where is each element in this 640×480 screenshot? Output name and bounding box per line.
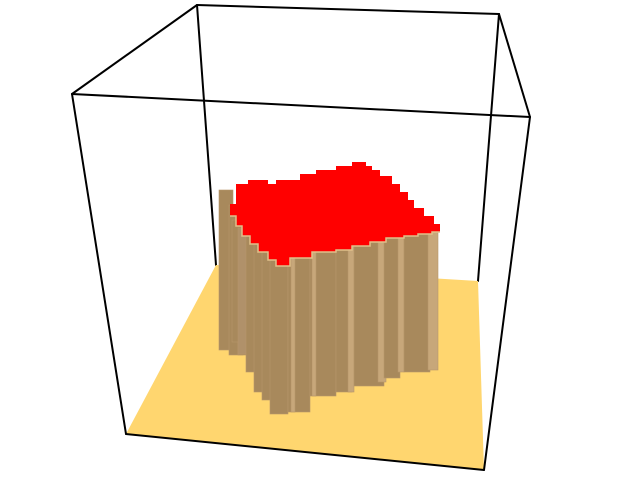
column-edge-highlight <box>311 249 317 397</box>
column-edge-highlight <box>397 233 405 373</box>
box-edge-top-left <box>71 4 198 95</box>
column-edge-highlight <box>290 257 296 413</box>
box-edge-top-front <box>71 93 531 118</box>
voxel-columns <box>218 189 439 415</box>
top-surface-cap <box>230 162 440 266</box>
top-surface <box>230 162 440 267</box>
column <box>403 229 431 373</box>
box-edge-back-top <box>196 4 500 15</box>
box-edge-front-left-vertical <box>71 93 127 435</box>
column-edge-highlight <box>427 225 439 371</box>
column <box>269 257 289 415</box>
rim-highlight <box>230 215 440 267</box>
box-edge-back-right-vertical <box>477 13 500 282</box>
column <box>383 237 401 379</box>
box-edge-top-right <box>498 13 531 118</box>
box-edge-bottom-front <box>125 433 485 471</box>
box-edge-back-left-vertical <box>196 4 217 266</box>
bounding-box-front <box>71 4 531 471</box>
bounding-box-back <box>196 4 500 282</box>
column-edge-highlight <box>347 241 355 393</box>
box-edge-front-right-vertical <box>483 116 531 471</box>
